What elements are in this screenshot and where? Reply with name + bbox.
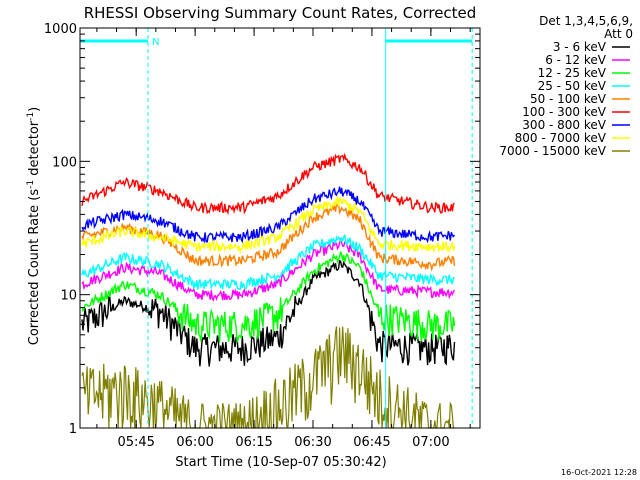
legend-label-3: 25 - 50 keV [538, 79, 607, 93]
x-axis-label: Start Time (10-Sep-07 05:30:42) [175, 455, 386, 470]
series-line-4 [81, 201, 456, 272]
series-line-6 [81, 186, 456, 244]
series-line-2 [81, 251, 456, 343]
y-tick-label-2: 100 [52, 155, 77, 170]
annotation-n: N [152, 37, 159, 48]
legend-header-attenuator: Att 0 [604, 27, 633, 41]
footer-date: 16-Oct-2021 12:28 [561, 468, 637, 477]
legend-header-detectors: Det 1,3,4,5,6,9, [539, 14, 633, 28]
y-axis-label: Corrected Count Rate (s-1 detector-1) [26, 107, 42, 345]
series-line-5 [81, 152, 455, 216]
y-tick-label-0: 1 [69, 422, 77, 437]
chart-title: RHESSI Observing Summary Count Rates, Co… [84, 4, 477, 22]
y-tick-label-3: 1000 [44, 22, 77, 37]
legend-label-8: 7000 - 15000 keV [499, 144, 606, 158]
legend-label-1: 6 - 12 keV [545, 53, 607, 67]
legend-label-5: 100 - 300 keV [522, 105, 606, 119]
series-line-3 [81, 234, 455, 291]
x-tick-label-5: 07:00 [412, 435, 449, 450]
legend-label-6: 300 - 800 keV [522, 118, 606, 132]
plot-area [79, 28, 473, 430]
x-tick-label-3: 06:30 [294, 435, 331, 450]
axes: 05:45 06:00 06:15 06:30 06:45 07:00 1 10 100 1000 [44, 22, 481, 450]
y-tick-label-1: 10 [60, 289, 77, 304]
legend-label-0: 3 - 6 keV [553, 40, 607, 54]
x-tick-label-4: 06:45 [353, 435, 390, 450]
x-tick-label-2: 06:15 [235, 435, 272, 450]
plot-frame [79, 27, 481, 429]
x-tick-label-1: 06:00 [176, 435, 213, 450]
legend-label-7: 800 - 7000 keV [515, 131, 607, 145]
legend-label-4: 50 - 100 keV [530, 92, 607, 106]
legend-label-2: 12 - 25 keV [538, 66, 607, 80]
series-line-7 [81, 195, 456, 255]
series-line-1 [81, 237, 456, 302]
x-tick-label-0: 05:45 [117, 435, 154, 450]
